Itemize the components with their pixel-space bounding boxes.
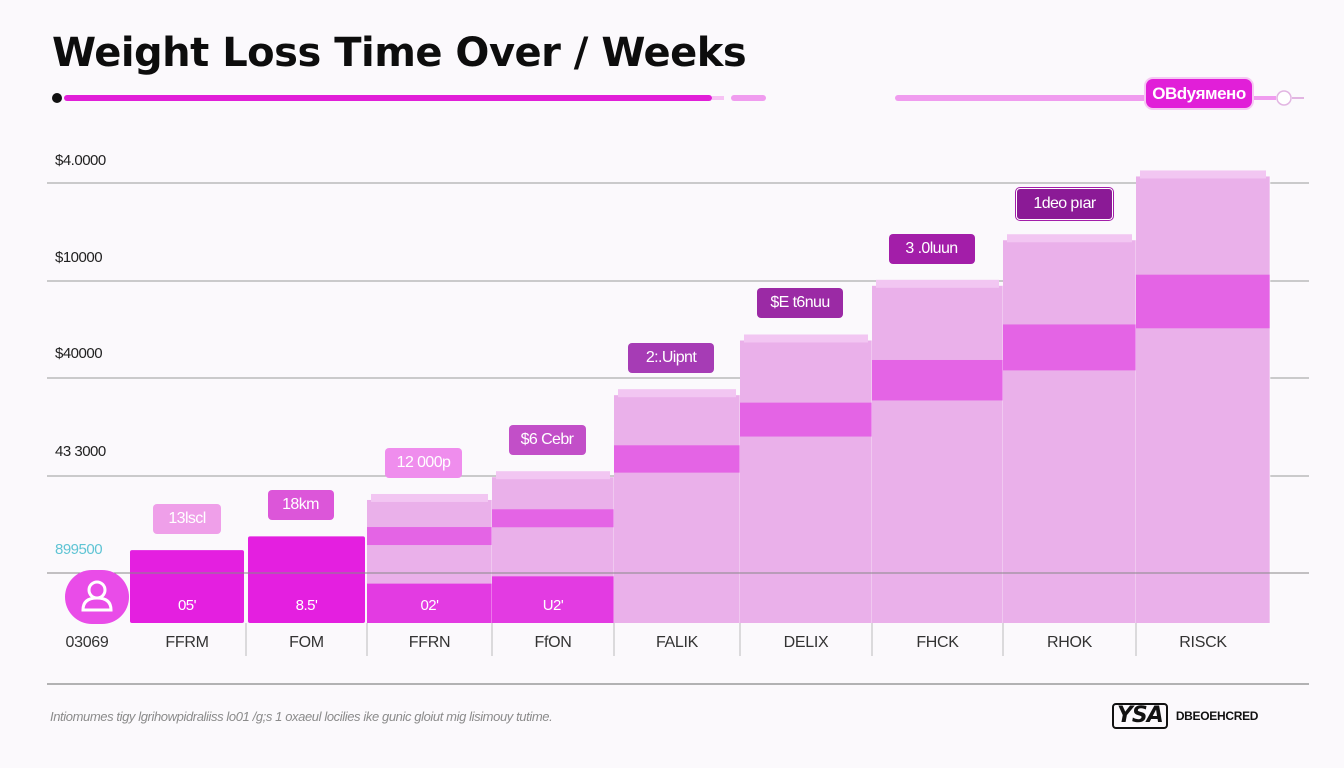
track-bar-right	[895, 95, 1147, 101]
bar-rhok	[1003, 234, 1137, 623]
brand-text: DBEOEHCRED	[1175, 709, 1259, 723]
bar-fhck	[872, 279, 1004, 623]
x-tick-label: 03069	[65, 634, 109, 651]
callout-label: 2:.Uipnt	[628, 343, 714, 374]
brand-mark: YSA	[1112, 703, 1168, 729]
x-tick-label: FOM	[289, 634, 324, 651]
x-tick-label: RISCK	[1179, 634, 1227, 651]
callout-label: 13lscl	[153, 504, 221, 535]
bar-delix	[740, 334, 873, 623]
bar-ffrm	[130, 550, 244, 623]
bar-value-label: U2'	[542, 597, 564, 614]
y-tick-label: 899500	[55, 541, 103, 558]
chart-title: Weight Loss Time Over / Weeks	[52, 30, 747, 76]
legend-track	[52, 90, 1304, 106]
bar-fom	[248, 536, 365, 623]
callout-label: 18km	[267, 490, 334, 521]
track-bar-short	[731, 95, 766, 101]
track-bar-end	[1252, 96, 1276, 100]
track-start-dot	[52, 93, 62, 103]
x-tick-label: FALIK	[655, 634, 699, 651]
y-tick-label: $40000	[55, 345, 103, 362]
bar-value-label: 05'	[177, 597, 197, 614]
callout-label: $6 Cebr	[508, 425, 586, 456]
x-tick-label: FFRN	[408, 634, 451, 651]
x-tick-label: FfON	[534, 634, 572, 651]
x-tick-label: FHCK	[916, 634, 959, 651]
callout-label: 3 .0luun	[888, 233, 975, 264]
callout-label: 12 000p	[385, 447, 462, 478]
bar-risck	[1136, 170, 1271, 624]
x-tick-label: FFRM	[165, 634, 209, 651]
y-tick-label: $10000	[55, 249, 103, 266]
x-tick-label: DELIX	[783, 634, 829, 651]
y-tick-label: $4.0000	[55, 152, 106, 169]
callout-label: $E t6nuu	[757, 288, 843, 319]
bar-value-label: 02'	[420, 597, 439, 614]
footnote: Intiomumes tigy lgrihowpidraliiss lo01 /…	[50, 709, 553, 724]
callout-label: 1deo pıar	[1016, 188, 1113, 221]
track-gap	[712, 96, 724, 100]
scale-icon	[65, 570, 129, 624]
track-end-knob	[1276, 90, 1292, 106]
brand-logo: YSA DBEOEHCRED	[1112, 703, 1258, 729]
bar-value-label: 8.5'	[295, 597, 318, 614]
bar-falik	[614, 389, 741, 623]
legend-badge: OBdyямено	[1146, 79, 1252, 108]
y-tick-label: 43 3000	[55, 443, 106, 460]
x-tick-label: RHOK	[1046, 634, 1093, 651]
bar-ffon	[492, 471, 615, 623]
track-bar-primary	[64, 95, 712, 101]
